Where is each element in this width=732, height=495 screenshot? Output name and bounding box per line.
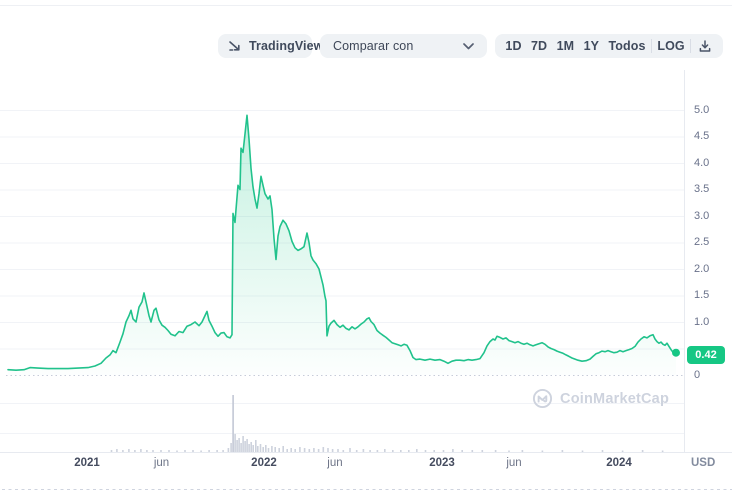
y-axis-label: 0: [694, 368, 701, 381]
x-axis-label: jun: [506, 457, 522, 469]
x-axis-label: 2022: [251, 457, 277, 469]
y-axis-label: 4.5: [694, 130, 710, 142]
x-axis-label: jun: [153, 457, 170, 469]
compare-dropdown[interactable]: Comparar con: [320, 34, 487, 58]
x-axis-label: 2023: [429, 457, 455, 469]
currency-label: USD: [691, 457, 716, 469]
tradingview-button[interactable]: TradingView: [218, 34, 323, 58]
watermark: CoinMarketCap: [532, 388, 669, 409]
compare-label: Comparar con: [333, 39, 414, 53]
top-divider: [0, 5, 732, 6]
y-axis-label: 3.5: [694, 183, 710, 195]
y-axis-label: 1.0: [694, 315, 710, 328]
separator: [650, 39, 652, 53]
range-button-todos[interactable]: Todos: [608, 39, 646, 53]
current-price-badge: 0.42: [687, 345, 725, 364]
range-button-1m[interactable]: 1M: [556, 39, 575, 53]
y-axis-label: 2.5: [694, 236, 710, 248]
tradingview-label: TradingView: [249, 39, 324, 53]
x-axis-label: 2021: [74, 457, 100, 469]
range-selector: 1D 7D 1M 1Y Todos LOG: [495, 34, 723, 58]
y-axis-label: 5.0: [694, 103, 710, 116]
y-axis-label: 4.0: [694, 156, 710, 169]
watermark-text: CoinMarketCap: [560, 390, 669, 407]
y-axis-label: 1.5: [694, 289, 710, 301]
y-axis-label: 3.0: [694, 209, 710, 222]
coinmarketcap-logo-icon: [532, 388, 553, 409]
x-axis-label: 2024: [606, 457, 632, 469]
range-button-1d[interactable]: 1D: [505, 39, 522, 53]
x-axis-label: jun: [327, 457, 343, 469]
download-icon: [699, 40, 710, 52]
range-button-1y[interactable]: 1Y: [583, 39, 600, 53]
chevron-down-icon: [463, 42, 474, 50]
download-button[interactable]: [693, 34, 717, 58]
tradingview-icon: [228, 39, 242, 53]
range-button-7d[interactable]: 7D: [531, 39, 548, 53]
y-axis-label: 2.0: [694, 262, 710, 275]
log-scale-button[interactable]: LOG: [657, 39, 685, 53]
separator: [690, 39, 692, 53]
